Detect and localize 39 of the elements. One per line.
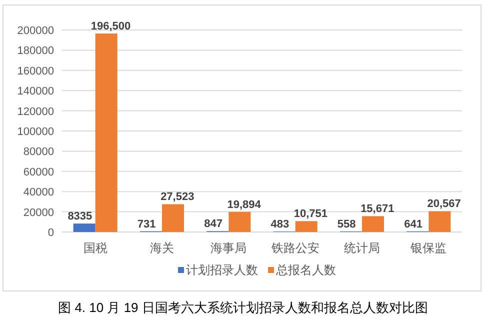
bar	[295, 221, 318, 232]
x-tick-label: 海事局	[210, 241, 247, 255]
bar	[95, 34, 118, 232]
y-tick-label: 0	[48, 227, 54, 239]
data-label: 196,500	[90, 20, 131, 33]
data-label: 483	[270, 218, 290, 231]
bar	[428, 211, 451, 232]
data-label: 8335	[68, 210, 92, 223]
legend-label: 计划招录人数	[186, 263, 258, 277]
y-tick-label: 80000	[23, 146, 54, 158]
legend-label: 总报名人数	[275, 263, 336, 277]
y-tick-label: 160000	[17, 65, 54, 78]
y-tick-label: 40000	[23, 186, 54, 199]
y-tick-label: 120000	[17, 106, 54, 118]
data-label: 10,751	[294, 208, 328, 220]
bar	[228, 212, 251, 232]
data-label: 731	[137, 218, 156, 230]
x-tick-label: 银保监	[410, 241, 447, 255]
x-tick-label: 海关	[150, 241, 174, 255]
x-tick-label: 铁路公安	[270, 241, 320, 255]
data-label: 15,671	[360, 203, 394, 216]
x-tick-label: 国税	[83, 241, 108, 255]
y-tick-label: 20000	[23, 206, 54, 219]
data-label: 27,523	[160, 191, 194, 204]
bar	[362, 216, 384, 232]
x-tick-label: 统计局	[344, 241, 380, 255]
data-label: 641	[404, 218, 422, 230]
data-label: 558	[337, 218, 356, 230]
bar	[162, 204, 184, 232]
bar	[73, 224, 96, 232]
y-tick-label: 140000	[17, 86, 54, 98]
y-tick-label: 60000	[23, 166, 54, 178]
data-label: 20,567	[427, 198, 461, 210]
y-tick-label: 100000	[17, 126, 54, 138]
data-label: 847	[204, 218, 222, 230]
y-tick-label: 180000	[17, 45, 54, 58]
caption: 图 4. 10 月 19 日国考六大系统计划招录人数和报名总人数对比图	[58, 300, 428, 315]
data-label: 19,894	[227, 198, 262, 211]
y-tick-label: 200000	[17, 25, 54, 37]
